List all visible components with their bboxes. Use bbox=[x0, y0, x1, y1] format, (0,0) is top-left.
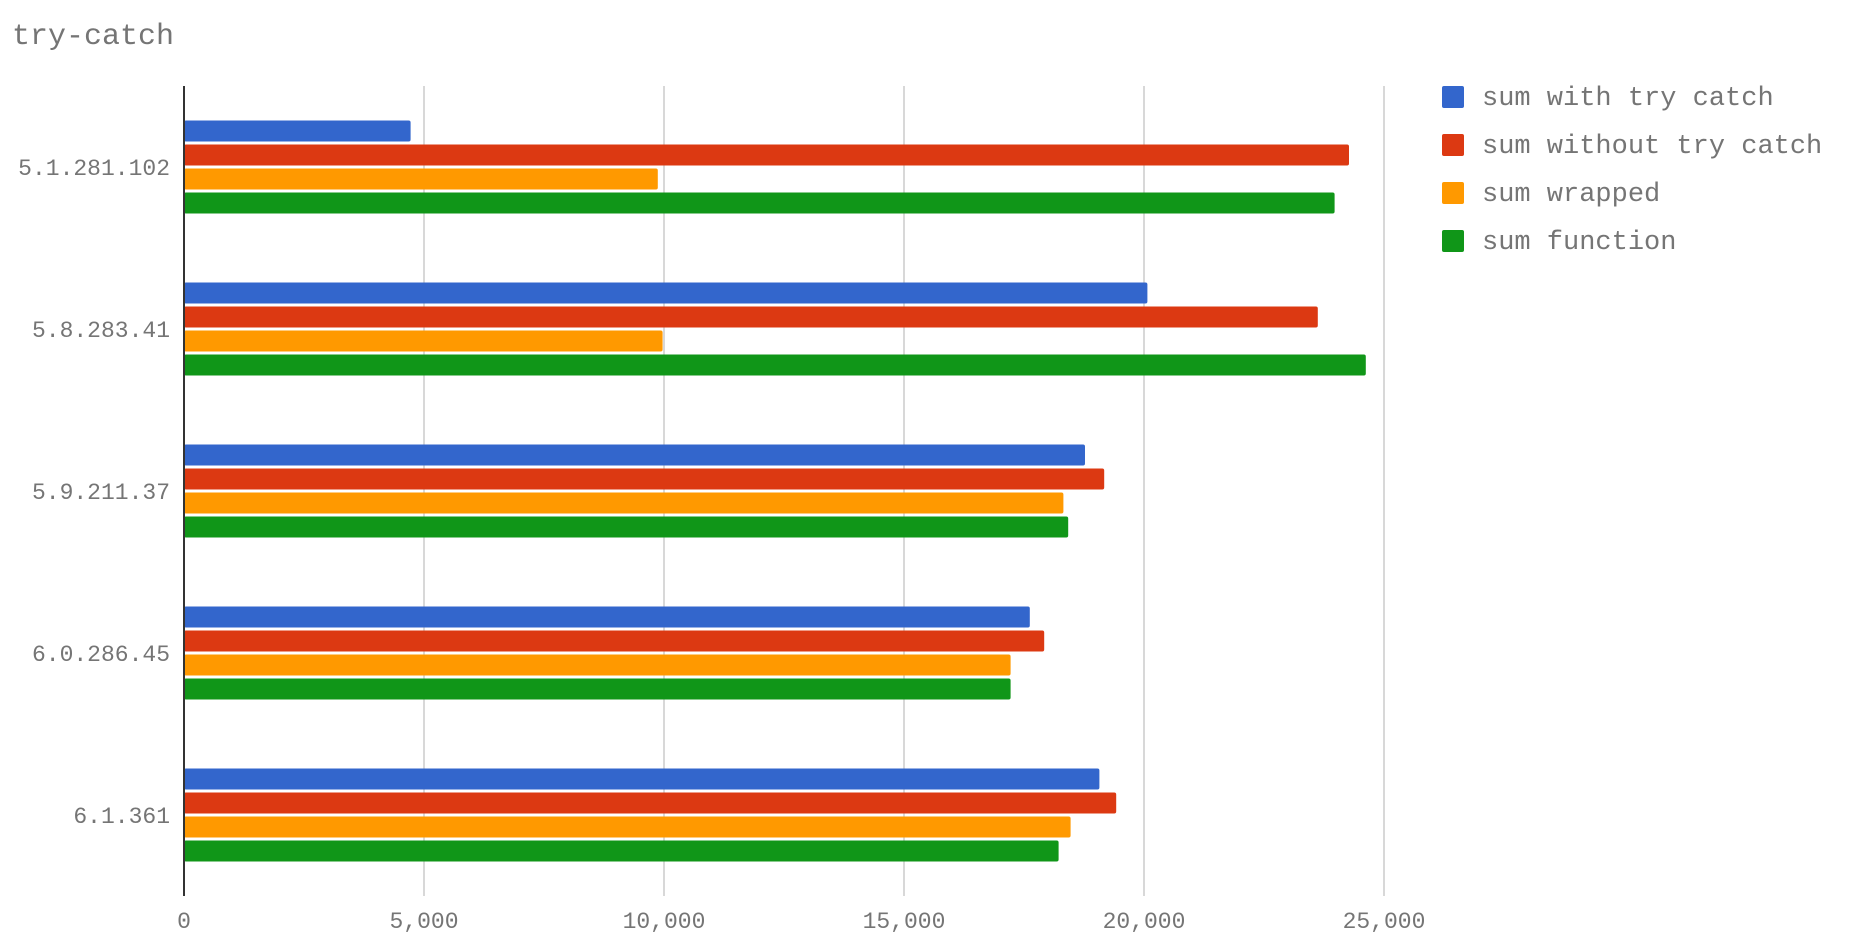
y-tick-label: 5.8.283.41 bbox=[32, 318, 170, 344]
bar bbox=[184, 354, 1366, 376]
bar bbox=[184, 120, 411, 142]
bar bbox=[184, 840, 1059, 862]
x-tick-label: 25,000 bbox=[1343, 909, 1426, 935]
bar bbox=[184, 606, 1030, 628]
bar bbox=[184, 630, 1045, 652]
legend-swatch bbox=[1442, 182, 1464, 204]
legend-label: sum with try catch bbox=[1482, 84, 1774, 114]
chart-title: try-catch bbox=[12, 20, 174, 54]
legend-swatch bbox=[1442, 230, 1464, 252]
bar bbox=[184, 144, 1349, 166]
bar bbox=[184, 282, 1148, 304]
legend-label: sum function bbox=[1482, 228, 1676, 258]
bar bbox=[184, 816, 1071, 838]
bar bbox=[184, 330, 663, 352]
bar bbox=[184, 678, 1011, 700]
x-tick-label: 5,000 bbox=[389, 909, 458, 935]
bar bbox=[184, 444, 1085, 466]
y-tick-label: 5.1.281.102 bbox=[18, 156, 170, 182]
bar bbox=[184, 306, 1318, 328]
y-tick-label: 6.0.286.45 bbox=[32, 642, 170, 668]
bar bbox=[184, 468, 1105, 490]
legend-swatch bbox=[1442, 134, 1464, 156]
bar bbox=[184, 168, 658, 190]
x-axis-tick-labels: 0 5,000 10,000 15,000 20,000 25,000 bbox=[177, 909, 1425, 935]
x-tick-label: 15,000 bbox=[863, 909, 946, 935]
legend-label: sum wrapped bbox=[1482, 180, 1660, 210]
bar bbox=[184, 654, 1011, 676]
y-tick-label: 6.1.361 bbox=[73, 804, 170, 830]
x-tick-label: 10,000 bbox=[623, 909, 706, 935]
x-tick-label: 0 bbox=[177, 909, 191, 935]
gridlines bbox=[423, 86, 1385, 896]
bar bbox=[184, 768, 1100, 790]
legend-swatch bbox=[1442, 86, 1464, 108]
bars bbox=[184, 120, 1366, 862]
legend: sum with try catch sum without try catch s… bbox=[1442, 84, 1822, 258]
bar bbox=[184, 492, 1064, 514]
bar bbox=[184, 192, 1335, 214]
y-tick-label: 5.9.211.37 bbox=[32, 480, 170, 506]
x-tick-label: 20,000 bbox=[1103, 909, 1186, 935]
bar bbox=[184, 792, 1117, 814]
bar bbox=[184, 516, 1069, 538]
legend-label: sum without try catch bbox=[1482, 132, 1822, 162]
y-axis-tick-labels: 5.1.281.102 5.8.283.41 5.9.211.37 6.0.286.4… bbox=[18, 156, 170, 830]
